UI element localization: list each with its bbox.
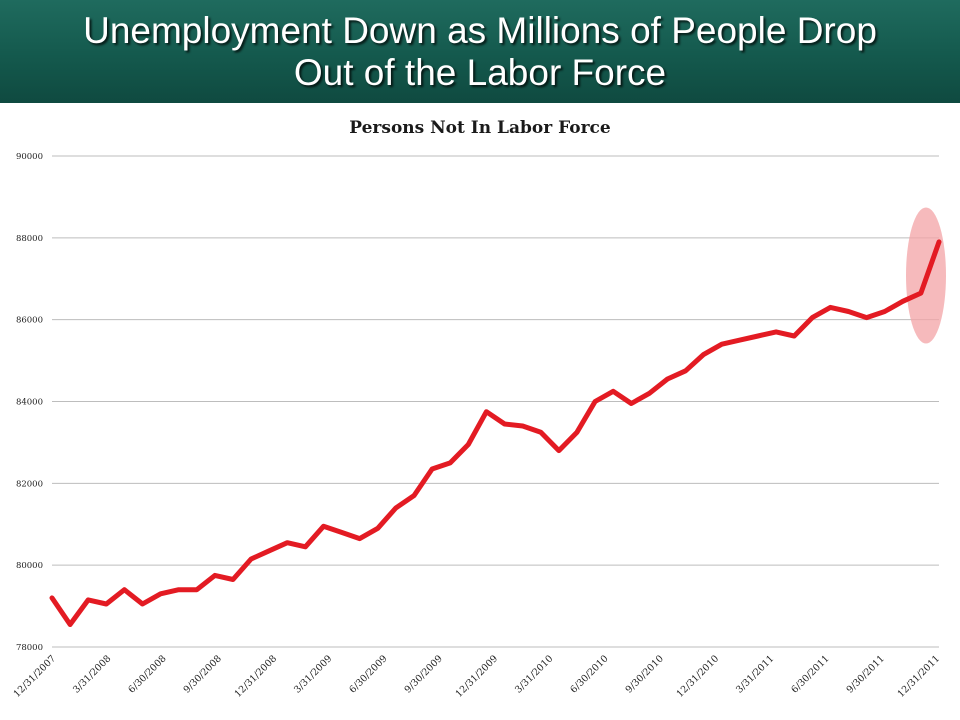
gridlines (52, 155, 939, 648)
data-point (865, 316, 869, 320)
title-banner: Unemployment Down as Millions of People … (0, 0, 960, 103)
data-point (86, 598, 90, 602)
data-point (249, 557, 253, 561)
x-tick-label: 6/30/2008 (126, 653, 168, 695)
data-point (666, 377, 669, 381)
data-point (720, 342, 724, 346)
x-tick-label: 12/31/2011 (896, 653, 943, 700)
data-point (177, 588, 181, 592)
data-point (231, 578, 235, 581)
data-point (828, 305, 832, 309)
data-point (394, 506, 398, 510)
data-point (937, 240, 941, 244)
data-point (738, 338, 742, 342)
x-tick-label: 12/31/2008 (233, 653, 280, 700)
data-point (883, 310, 887, 313)
data-point (213, 573, 217, 577)
x-tick-label: 12/31/2007 (12, 653, 59, 700)
chart-title: Persons Not In Labor Force (349, 118, 611, 138)
data-point (847, 310, 850, 313)
x-tick-label: 6/30/2011 (789, 653, 831, 695)
data-point (629, 402, 633, 405)
y-tick-label: 78000 (16, 643, 43, 653)
data-point (322, 524, 325, 528)
data-point (611, 389, 615, 393)
y-tick-label: 84000 (16, 398, 43, 408)
data-point (593, 400, 597, 403)
data-point (285, 541, 289, 545)
data-point (376, 526, 380, 530)
data-point (50, 596, 54, 600)
series-layer (49, 239, 942, 627)
x-tick-label: 9/30/2010 (624, 653, 666, 695)
line-chart: Persons Not In Labor Force 78000 80000 820… (12, 118, 946, 700)
y-tick-label: 88000 (16, 234, 43, 244)
x-tick-label: 3/31/2010 (513, 653, 555, 695)
slide-title-line-2: Out of the Labor Force (293, 52, 667, 93)
data-point (647, 391, 651, 395)
data-point (448, 461, 452, 465)
x-axis-tick-labels: 12/31/2007 3/31/2008 6/30/2008 9/30/2008 12/… (12, 653, 943, 700)
x-tick-label: 6/30/2010 (568, 653, 610, 695)
data-point (195, 588, 199, 592)
data-point (684, 369, 688, 373)
data-point (358, 537, 362, 541)
y-axis-tick-labels: 78000 80000 82000 84000 86000 88000 90000 (16, 152, 43, 653)
y-tick-label: 82000 (16, 479, 43, 489)
data-point (466, 443, 470, 446)
data-point (122, 588, 126, 592)
data-point (792, 334, 796, 338)
x-tick-label: 3/31/2011 (734, 653, 776, 695)
data-point (521, 424, 525, 428)
series-line (49, 239, 942, 627)
x-tick-label: 9/30/2008 (182, 653, 224, 695)
x-tick-label: 9/30/2009 (403, 653, 445, 695)
data-point (756, 334, 760, 338)
data-point (539, 430, 543, 434)
data-point (104, 602, 108, 606)
x-tick-label: 3/31/2009 (292, 653, 334, 695)
y-tick-label: 80000 (16, 561, 43, 571)
data-point (575, 430, 579, 434)
x-tick-label: 3/31/2008 (71, 653, 113, 695)
slide-title-line-1: Unemployment Down as Millions of People … (83, 10, 877, 51)
data-point (919, 291, 923, 295)
data-point (303, 545, 307, 549)
data-point (340, 530, 344, 534)
data-point (68, 623, 72, 626)
data-point (412, 494, 416, 498)
data-point (141, 602, 144, 606)
data-point (159, 592, 163, 596)
data-point (810, 316, 814, 320)
data-point (702, 352, 706, 356)
y-tick-label: 86000 (16, 316, 43, 326)
x-tick-label: 6/30/2009 (347, 653, 389, 695)
data-point (901, 299, 905, 303)
data-point (503, 422, 507, 426)
slide-title: Unemployment Down as Millions of People … (0, 10, 960, 94)
y-tick-label: 90000 (16, 152, 43, 162)
data-point (430, 467, 434, 471)
data-point (774, 330, 778, 334)
data-point (557, 449, 561, 453)
x-tick-label: 9/30/2011 (845, 653, 887, 695)
x-tick-label: 12/31/2010 (675, 653, 722, 700)
x-tick-label: 12/31/2009 (454, 653, 501, 700)
data-point (267, 549, 271, 553)
data-point (484, 410, 488, 414)
